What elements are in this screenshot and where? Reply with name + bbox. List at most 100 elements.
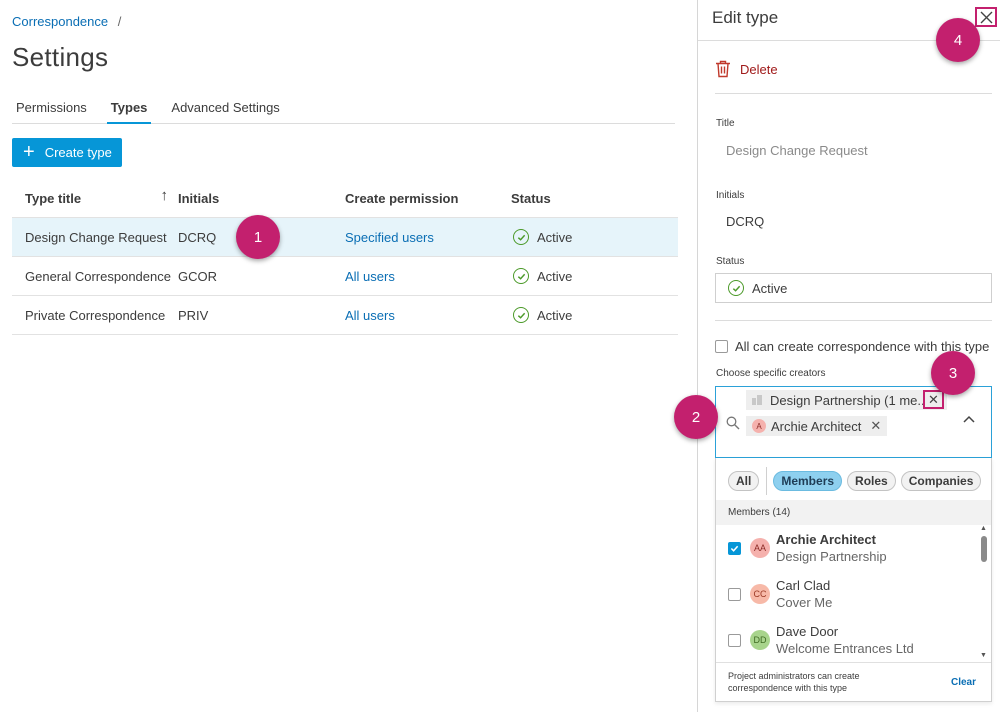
avatar: AA bbox=[750, 538, 770, 558]
table-header-row: Type title ↑ Initials Create permission … bbox=[12, 179, 678, 218]
member-name: Archie Architect bbox=[776, 532, 876, 547]
status-select[interactable]: Active bbox=[715, 273, 992, 303]
row-title: Private Correspondence bbox=[25, 307, 166, 323]
list-item[interactable]: AA Archie Architect Design Partnership bbox=[716, 525, 978, 571]
row-title: Design Change Request bbox=[25, 229, 167, 245]
chevron-up-icon[interactable] bbox=[963, 415, 975, 423]
all-can-create-checkbox-row[interactable]: All can create correspondence with this … bbox=[715, 339, 989, 354]
filter-divider bbox=[766, 467, 768, 495]
divider bbox=[715, 93, 992, 94]
create-type-button[interactable]: + Create type bbox=[12, 138, 122, 167]
panel-divider bbox=[698, 40, 1000, 41]
types-table: Type title ↑ Initials Create permission … bbox=[12, 179, 678, 335]
settings-tabs: Permissions Types Advanced Settings bbox=[12, 100, 675, 124]
annotation-marker-2: 2 bbox=[674, 395, 718, 439]
member-company: Welcome Entrances Ltd bbox=[776, 641, 914, 656]
creators-multiselect[interactable]: Design Partnership (1 me... ✕ A Archie A… bbox=[715, 386, 992, 458]
status-field-label: Status bbox=[716, 256, 745, 267]
filter-companies[interactable]: Companies bbox=[900, 471, 982, 491]
trash-icon bbox=[716, 60, 730, 78]
filter-row: All Members Roles Companies bbox=[728, 467, 986, 495]
row-status: Active bbox=[537, 307, 573, 323]
scrollbar-thumb[interactable] bbox=[981, 536, 987, 562]
all-can-create-label: All can create correspondence with this … bbox=[735, 339, 990, 354]
list-item[interactable]: CC Carl Clad Cover Me bbox=[716, 571, 978, 617]
filter-members[interactable]: Members bbox=[773, 471, 843, 491]
company-icon bbox=[752, 395, 762, 405]
breadcrumb-correspondence-link[interactable]: Correspondence bbox=[12, 14, 109, 29]
scroll-down-icon[interactable]: ▼ bbox=[980, 652, 987, 659]
check-circle-icon bbox=[513, 229, 529, 245]
table-row[interactable]: Design Change Request DCRQ Specified use… bbox=[12, 218, 678, 257]
title-field-value: Design Change Request bbox=[726, 143, 868, 158]
initials-field-label: Initials bbox=[716, 190, 745, 201]
member-company: Cover Me bbox=[776, 595, 833, 610]
header-create-permission[interactable]: Create permission bbox=[345, 190, 459, 206]
row-permission-link[interactable]: All users bbox=[345, 307, 395, 323]
members-header: Members (14) bbox=[716, 500, 991, 525]
dropdown-footer: Project administrators can create corres… bbox=[716, 662, 991, 701]
page-title: Settings bbox=[12, 42, 109, 72]
scroll-up-icon[interactable]: ▲ bbox=[980, 525, 987, 532]
close-panel-button[interactable] bbox=[975, 7, 997, 27]
search-icon bbox=[726, 416, 740, 430]
status-select-value: Active bbox=[752, 280, 788, 296]
all-can-create-checkbox[interactable] bbox=[715, 340, 728, 353]
delete-type-button[interactable]: Delete bbox=[715, 60, 778, 78]
chip-label: Design Partnership (1 me... bbox=[770, 392, 929, 408]
tab-advanced-settings[interactable]: Advanced Settings bbox=[171, 100, 280, 115]
close-icon bbox=[980, 11, 992, 23]
header-status[interactable]: Status bbox=[511, 190, 551, 206]
create-type-label: Create type bbox=[44, 145, 112, 160]
row-title: General Correspondence bbox=[25, 268, 171, 284]
row-initials: GCOR bbox=[178, 268, 217, 284]
annotation-marker-1: 1 bbox=[236, 215, 280, 259]
annotation-marker-4: 4 bbox=[936, 18, 980, 62]
table-row[interactable]: General Correspondence GCOR All users Ac… bbox=[12, 257, 678, 296]
tab-types[interactable]: Types bbox=[106, 100, 152, 124]
filter-roles[interactable]: Roles bbox=[847, 471, 896, 491]
header-type-title[interactable]: Type title ↑ bbox=[12, 187, 178, 206]
member-checkbox[interactable] bbox=[728, 633, 741, 647]
title-field-label: Title bbox=[716, 118, 735, 129]
initials-field-value: DCRQ bbox=[726, 214, 765, 229]
delete-label: Delete bbox=[740, 61, 778, 77]
filter-all[interactable]: All bbox=[728, 471, 760, 491]
annotation-marker-3: 3 bbox=[931, 351, 975, 395]
member-checkbox[interactable] bbox=[728, 541, 741, 555]
plus-icon: + bbox=[23, 140, 35, 163]
row-initials: DCRQ bbox=[178, 229, 217, 245]
avatar: DD bbox=[750, 630, 770, 650]
table-row[interactable]: Private Correspondence PRIV All users Ac… bbox=[12, 296, 678, 335]
check-circle-icon bbox=[513, 307, 529, 323]
remove-chip-button[interactable]: ✕ bbox=[923, 390, 944, 409]
row-status: Active bbox=[537, 229, 573, 245]
avatar: A bbox=[752, 419, 766, 433]
check-circle-icon bbox=[728, 280, 744, 296]
breadcrumb-separator: / bbox=[117, 14, 122, 29]
check-circle-icon bbox=[513, 268, 529, 284]
row-initials: PRIV bbox=[178, 307, 209, 323]
header-type-title-label: Type title bbox=[25, 190, 82, 206]
clear-button[interactable]: Clear bbox=[950, 676, 976, 688]
remove-chip-button[interactable]: ✕ bbox=[870, 418, 882, 433]
member-checkbox[interactable] bbox=[728, 587, 741, 601]
tab-permissions[interactable]: Permissions bbox=[16, 100, 87, 115]
row-status: Active bbox=[537, 268, 573, 284]
header-initials[interactable]: Initials bbox=[178, 190, 220, 206]
avatar: CC bbox=[750, 584, 770, 604]
sort-ascending-icon[interactable]: ↑ bbox=[160, 186, 169, 204]
chip-label: Archie Architect bbox=[771, 418, 862, 434]
member-name: Dave Door bbox=[776, 624, 839, 639]
list-item[interactable]: DD Dave Door Welcome Entrances Ltd bbox=[716, 617, 978, 663]
panel-title: Edit type bbox=[712, 8, 779, 27]
row-permission-link[interactable]: Specified users bbox=[345, 229, 434, 245]
members-scrollbar[interactable]: ▲ ▼ bbox=[980, 525, 988, 662]
footer-note: Project administrators can create corres… bbox=[728, 671, 860, 693]
creator-chip-member: A Archie Architect ✕ bbox=[746, 416, 888, 436]
divider bbox=[715, 320, 992, 321]
choose-creators-label: Choose specific creators bbox=[716, 368, 826, 379]
creators-dropdown: All Members Roles Companies Members (14)… bbox=[715, 458, 992, 702]
member-name: Carl Clad bbox=[776, 578, 831, 593]
row-permission-link[interactable]: All users bbox=[345, 268, 395, 284]
